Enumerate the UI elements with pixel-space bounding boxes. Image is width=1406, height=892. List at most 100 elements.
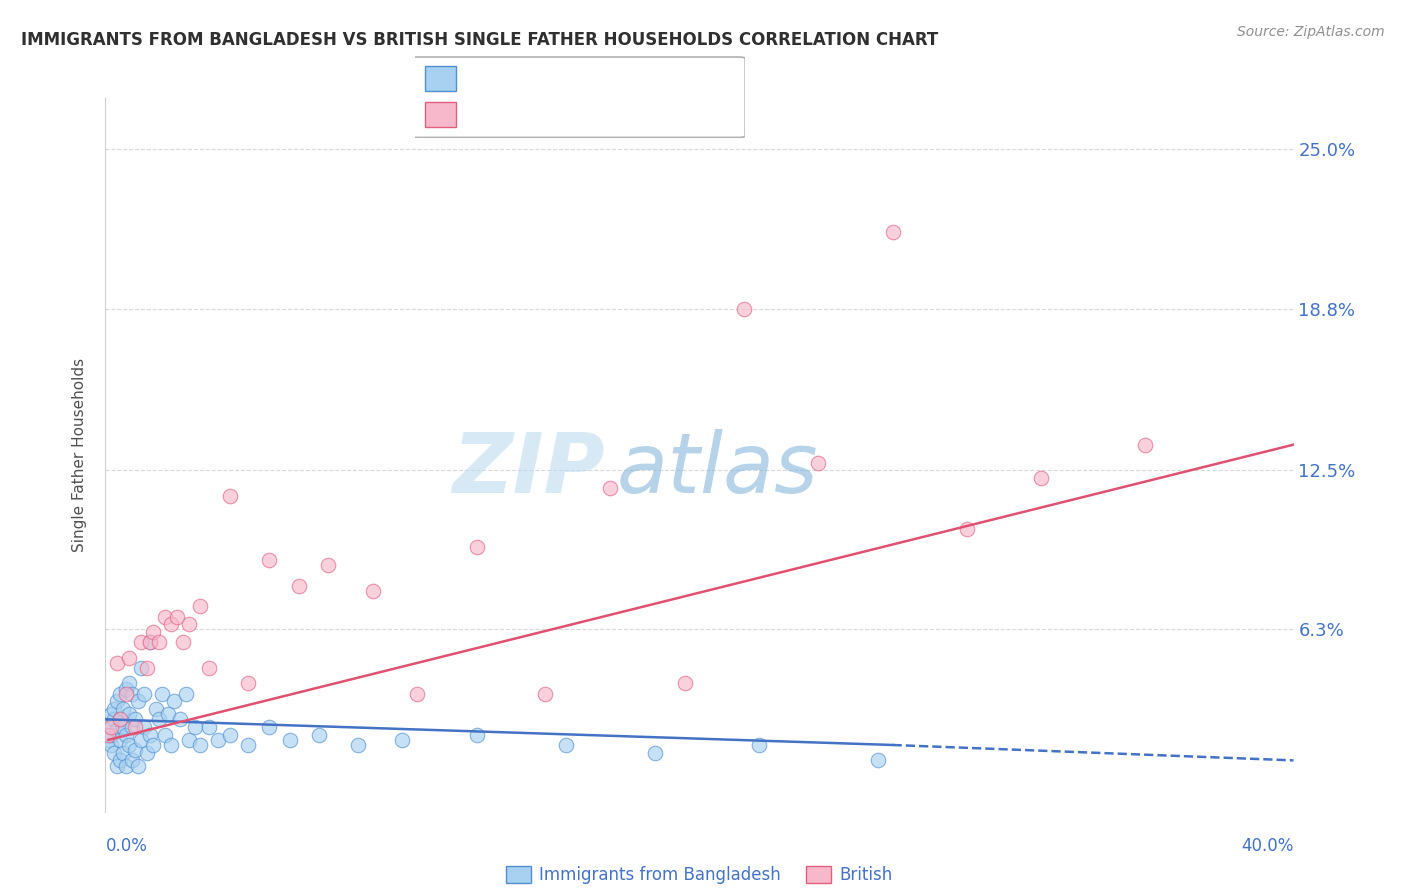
Point	[142, 625, 165, 640]
Point	[129, 635, 152, 649]
Bar	[425, 66, 456, 91]
Point	[112, 720, 135, 734]
Point	[534, 687, 557, 701]
Point	[219, 489, 242, 503]
Point	[97, 720, 120, 734]
Point	[136, 746, 159, 760]
Point	[163, 694, 186, 708]
Point	[807, 456, 830, 470]
Text: 40.0%: 40.0%	[1241, 837, 1294, 855]
Point	[110, 712, 132, 726]
Point	[118, 676, 141, 690]
Point	[236, 738, 259, 752]
Point	[159, 738, 181, 752]
Point	[308, 728, 330, 742]
Point	[142, 738, 165, 752]
Point	[733, 301, 755, 316]
Point	[110, 712, 132, 726]
Point	[136, 661, 159, 675]
Point	[121, 720, 143, 734]
Point	[347, 738, 370, 752]
Point	[153, 609, 176, 624]
Point	[139, 635, 162, 649]
Point	[112, 746, 135, 760]
Point	[236, 676, 259, 690]
Point	[159, 617, 181, 632]
Point	[100, 720, 122, 734]
Point	[129, 732, 152, 747]
Point	[1133, 437, 1156, 451]
Point	[100, 738, 122, 752]
Point	[121, 687, 143, 701]
Point	[118, 650, 141, 665]
Point	[115, 687, 138, 701]
Point	[257, 720, 280, 734]
Point	[190, 599, 212, 614]
Point	[145, 702, 167, 716]
Point	[124, 712, 146, 726]
Point	[132, 687, 155, 701]
Point	[110, 753, 132, 767]
Point	[207, 732, 229, 747]
Text: ZIP: ZIP	[451, 429, 605, 509]
Point	[115, 728, 138, 742]
Text: R = 0.570: R = 0.570	[465, 106, 543, 121]
Point	[105, 723, 128, 737]
Text: IMMIGRANTS FROM BANGLADESH VS BRITISH SINGLE FATHER HOUSEHOLDS CORRELATION CHART: IMMIGRANTS FROM BANGLADESH VS BRITISH SI…	[21, 31, 938, 49]
Point	[150, 687, 173, 701]
Point	[166, 609, 188, 624]
Bar	[425, 103, 456, 127]
Point	[391, 732, 413, 747]
Point	[177, 732, 200, 747]
Point	[361, 584, 384, 599]
Point	[287, 579, 309, 593]
Point	[121, 753, 143, 767]
Point	[316, 558, 339, 573]
Point	[748, 738, 770, 752]
Point	[110, 687, 132, 701]
Point	[183, 720, 205, 734]
Text: Source: ZipAtlas.com: Source: ZipAtlas.com	[1237, 25, 1385, 39]
Text: N = 36: N = 36	[620, 106, 673, 121]
Point	[97, 732, 120, 747]
Point	[465, 728, 488, 742]
Point	[278, 732, 301, 747]
Text: R = -0.161: R = -0.161	[465, 70, 548, 86]
Point	[127, 694, 149, 708]
Point	[100, 707, 122, 722]
Point	[105, 656, 128, 670]
Point	[177, 617, 200, 632]
Point	[103, 702, 125, 716]
Legend: Immigrants from Bangladesh, British: Immigrants from Bangladesh, British	[499, 859, 900, 891]
Point	[110, 732, 132, 747]
Point	[127, 758, 149, 772]
Text: 0.0%: 0.0%	[105, 837, 148, 855]
Text: N = 65: N = 65	[620, 70, 673, 86]
Point	[174, 687, 197, 701]
Point	[105, 694, 128, 708]
FancyBboxPatch shape	[412, 57, 745, 137]
Point	[599, 481, 621, 495]
Point	[129, 661, 152, 675]
Point	[219, 728, 242, 742]
Point	[115, 681, 138, 696]
Point	[132, 720, 155, 734]
Point	[112, 702, 135, 716]
Point	[118, 738, 141, 752]
Point	[882, 225, 904, 239]
Point	[103, 712, 125, 726]
Point	[124, 743, 146, 757]
Point	[103, 746, 125, 760]
Y-axis label: Single Father Households: Single Father Households	[72, 358, 87, 552]
Point	[124, 720, 146, 734]
Point	[156, 707, 179, 722]
Point	[956, 522, 979, 536]
Point	[644, 746, 666, 760]
Text: atlas: atlas	[616, 429, 818, 509]
Point	[198, 661, 221, 675]
Point	[97, 728, 120, 742]
Point	[465, 541, 488, 555]
Point	[1029, 471, 1052, 485]
Point	[148, 712, 170, 726]
Point	[139, 728, 162, 742]
